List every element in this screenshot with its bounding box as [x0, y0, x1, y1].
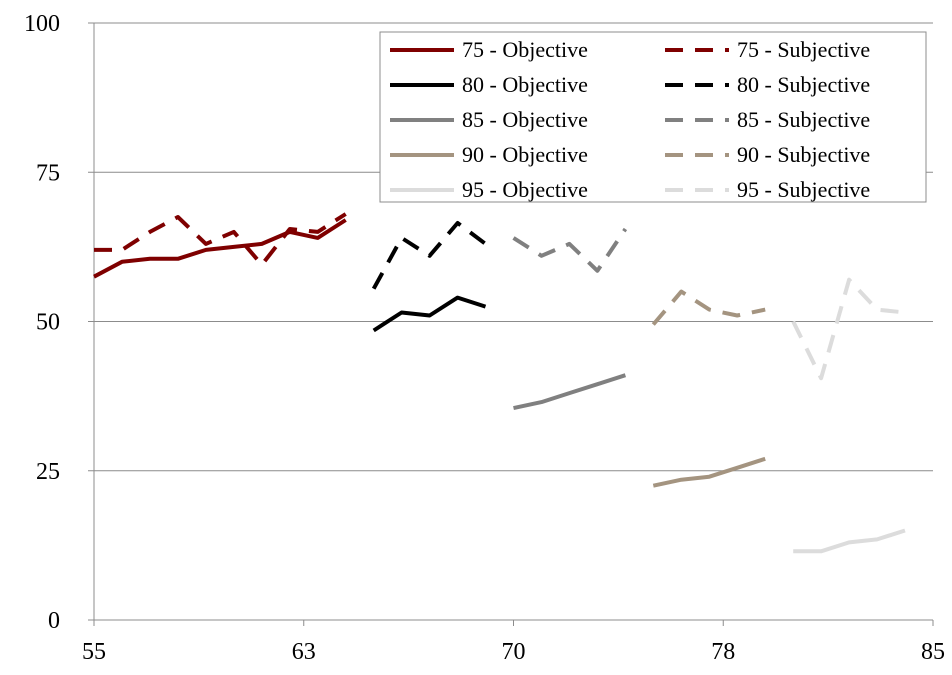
series-lines — [93, 212, 906, 554]
series-line-4 — [371, 221, 487, 290]
legend-label: 90 - Subjective — [737, 142, 870, 167]
y-tick-label: 0 — [48, 608, 60, 634]
axes — [88, 22, 934, 626]
series-line-8 — [651, 289, 766, 326]
x-tick-label: 63 — [292, 639, 316, 665]
legend-label: 80 - Objective — [462, 72, 588, 97]
x-tick-label: 85 — [921, 639, 945, 665]
legend-label: 80 - Subjective — [737, 72, 870, 97]
y-tick-label: 50 — [36, 310, 60, 336]
legend-label: 85 - Objective — [462, 107, 588, 132]
series-line-5 — [513, 373, 627, 411]
x-tick-label: 55 — [82, 639, 106, 665]
series-line-7 — [652, 456, 766, 488]
y-tick-label: 100 — [24, 11, 60, 37]
legend-label: 75 - Objective — [462, 37, 588, 62]
legend-label: 85 - Subjective — [737, 107, 870, 132]
x-tick-label: 70 — [502, 639, 526, 665]
legend-label: 95 - Subjective — [737, 177, 870, 202]
series-line-1 — [93, 218, 347, 279]
tick-labels: 0 25 50 75 100 55 63 70 78 85 — [24, 11, 945, 665]
y-tick-label: 25 — [36, 459, 60, 485]
y-tick-label: 75 — [36, 160, 60, 186]
series-line-2 — [94, 212, 347, 267]
legend: 75 - Objective 75 - Subjective 80 - Object… — [379, 31, 927, 203]
series-line-9 — [793, 528, 906, 554]
x-tick-label: 78 — [711, 639, 735, 665]
legend-label: 95 - Objective — [462, 177, 588, 202]
series-line-10 — [791, 277, 906, 381]
series-line-3 — [372, 295, 487, 333]
legend-label: 90 - Objective — [462, 142, 588, 167]
legend-label: 75 - Subjective — [737, 37, 870, 62]
legend-box — [379, 31, 927, 203]
series-line-6 — [512, 227, 628, 273]
